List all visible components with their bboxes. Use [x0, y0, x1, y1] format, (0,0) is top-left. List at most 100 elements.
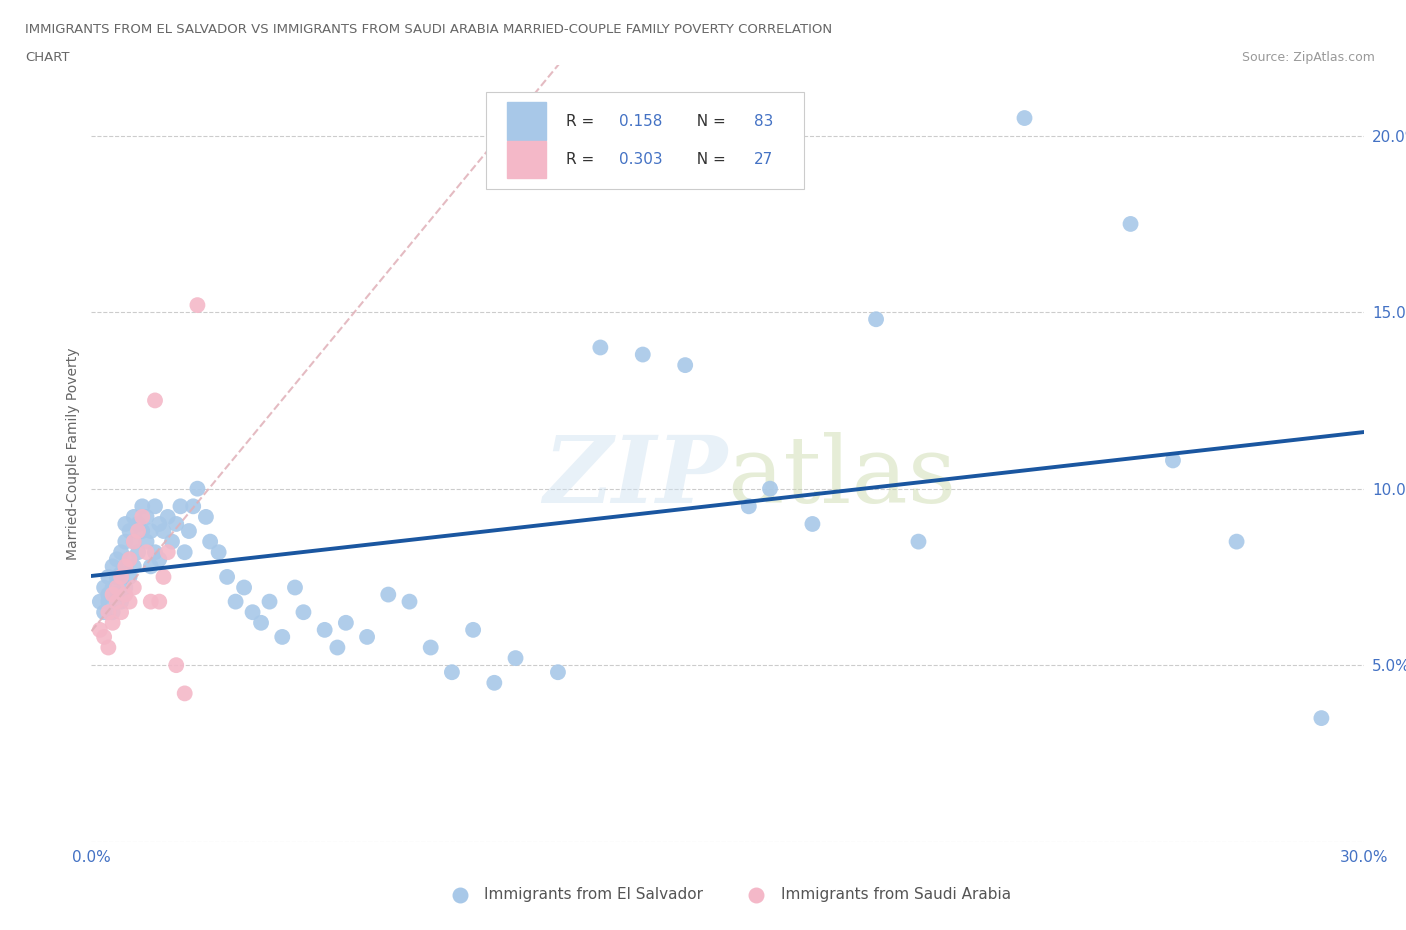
Point	[127, 524, 149, 538]
Point	[139, 559, 162, 574]
Point	[148, 551, 170, 566]
Point	[398, 594, 420, 609]
Point	[181, 498, 204, 513]
Text: 0.303: 0.303	[620, 153, 664, 167]
Text: 27: 27	[755, 153, 773, 167]
Point	[148, 516, 170, 531]
Point	[208, 545, 231, 560]
Text: atlas: atlas	[728, 432, 957, 522]
Point	[1161, 453, 1184, 468]
Point	[673, 358, 696, 373]
Point	[461, 622, 484, 637]
Point	[160, 534, 183, 549]
Point	[1226, 534, 1249, 549]
Point	[233, 580, 256, 595]
Point	[865, 312, 887, 326]
Point	[186, 481, 208, 496]
Point	[114, 559, 136, 574]
Point	[169, 498, 191, 513]
Point	[105, 587, 128, 602]
Point	[271, 630, 294, 644]
Point	[1310, 711, 1333, 725]
Point	[143, 545, 166, 560]
Point	[122, 534, 145, 549]
Point	[173, 545, 195, 560]
Point	[198, 534, 221, 549]
Point	[131, 498, 153, 513]
Point	[1119, 217, 1142, 232]
Point	[114, 516, 136, 531]
Point	[217, 569, 239, 584]
Point	[131, 510, 153, 525]
Point	[589, 340, 612, 355]
Text: N =: N =	[688, 153, 731, 167]
Point	[484, 675, 506, 690]
Point	[122, 534, 145, 549]
Point	[292, 604, 315, 619]
Point	[110, 566, 132, 581]
Point	[738, 498, 761, 513]
Text: CHART: CHART	[25, 51, 70, 64]
Point	[97, 587, 120, 602]
Point	[156, 545, 179, 560]
Point	[110, 569, 132, 584]
Point	[122, 510, 145, 525]
Point	[118, 551, 141, 566]
Text: R =: R =	[567, 113, 599, 128]
Point	[225, 594, 247, 609]
Point	[110, 604, 132, 619]
Point	[759, 481, 782, 496]
Text: ZIP: ZIP	[543, 432, 728, 522]
Text: Source: ZipAtlas.com: Source: ZipAtlas.com	[1241, 51, 1375, 64]
Point	[326, 640, 349, 655]
Point	[250, 616, 273, 631]
Point	[143, 498, 166, 513]
Point	[165, 516, 187, 531]
Text: N =: N =	[688, 113, 731, 128]
Point	[97, 640, 120, 655]
Point	[139, 594, 162, 609]
Point	[801, 516, 824, 531]
Text: IMMIGRANTS FROM EL SALVADOR VS IMMIGRANTS FROM SAUDI ARABIA MARRIED-COUPLE FAMIL: IMMIGRANTS FROM EL SALVADOR VS IMMIGRANT…	[25, 23, 832, 36]
Point	[118, 569, 141, 584]
Point	[97, 594, 120, 609]
Point	[186, 298, 208, 312]
Point	[143, 393, 166, 408]
Point	[110, 594, 132, 609]
Point	[1014, 111, 1036, 126]
Point	[105, 580, 128, 595]
Point	[114, 534, 136, 549]
Point	[377, 587, 399, 602]
Point	[547, 665, 569, 680]
Point	[105, 551, 128, 566]
Point	[101, 559, 124, 574]
Point	[93, 630, 115, 644]
Point	[135, 545, 157, 560]
Point	[194, 510, 217, 525]
Y-axis label: Married-Couple Family Poverty: Married-Couple Family Poverty	[66, 347, 80, 560]
Point	[631, 347, 654, 362]
Text: 83: 83	[755, 113, 773, 128]
Point	[101, 616, 124, 631]
FancyBboxPatch shape	[486, 92, 804, 190]
Point	[101, 580, 124, 595]
Point	[907, 534, 929, 549]
Point	[105, 594, 128, 609]
Point	[101, 604, 124, 619]
Text: R =: R =	[567, 153, 599, 167]
Point	[127, 516, 149, 531]
Point	[131, 524, 153, 538]
Point	[93, 580, 115, 595]
Point	[505, 651, 527, 666]
Point	[114, 580, 136, 595]
Point	[93, 604, 115, 619]
Point	[118, 524, 141, 538]
Point	[177, 524, 200, 538]
Point	[114, 587, 136, 602]
Point	[114, 559, 136, 574]
Point	[97, 569, 120, 584]
Point	[118, 594, 141, 609]
Point	[118, 551, 141, 566]
Point	[242, 604, 264, 619]
Point	[165, 658, 187, 672]
